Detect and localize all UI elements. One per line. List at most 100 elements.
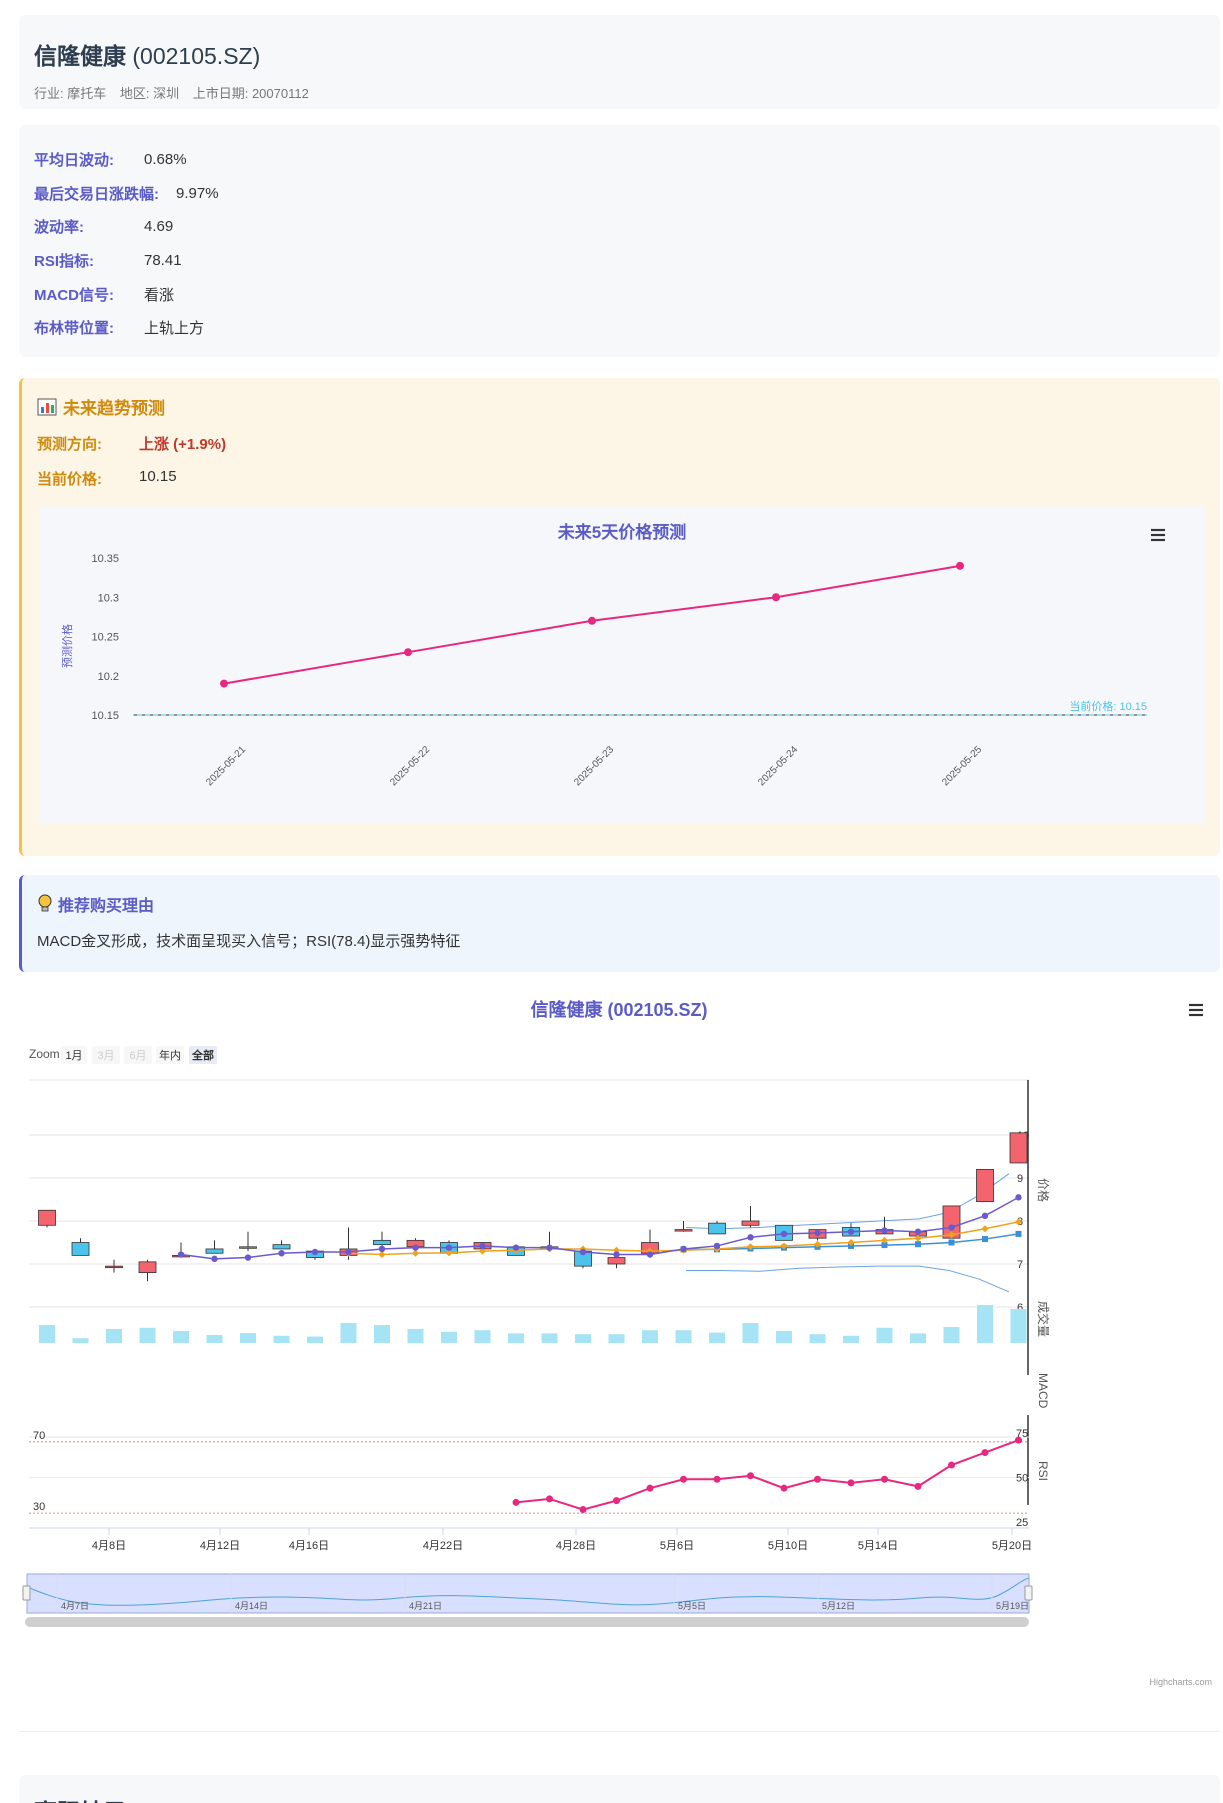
rsi-point[interactable] — [713, 1475, 721, 1483]
rsi-point[interactable] — [981, 1449, 989, 1457]
candlestick[interactable] — [239, 1231, 257, 1252]
candlestick[interactable] — [138, 1259, 157, 1282]
navigator-right-handle[interactable] — [1024, 1585, 1033, 1601]
ma10-line-point[interactable] — [445, 1249, 453, 1257]
volume-bar[interactable] — [843, 1335, 859, 1343]
main-chart-menu-button[interactable] — [1181, 997, 1209, 1023]
zoom-button[interactable]: 6月 — [124, 1046, 152, 1064]
volume-bar[interactable] — [340, 1323, 357, 1343]
volume-bar[interactable] — [876, 1327, 893, 1343]
volume-bar[interactable] — [642, 1330, 658, 1343]
ma5-line-point[interactable] — [479, 1242, 486, 1250]
volume-bar[interactable] — [608, 1334, 625, 1343]
ma5-line-point[interactable] — [345, 1248, 352, 1256]
volume-bar[interactable] — [709, 1332, 725, 1343]
ma20-line-point[interactable] — [1015, 1230, 1022, 1237]
volume-bar[interactable] — [173, 1331, 189, 1343]
ma5-line-point[interactable] — [546, 1244, 553, 1251]
zoom-button[interactable]: 1月 — [61, 1046, 87, 1064]
ma5-line-point[interactable] — [244, 1254, 252, 1261]
ma20-line-point[interactable] — [915, 1241, 921, 1248]
ma5-line-point[interactable] — [579, 1248, 587, 1256]
ma10-line-point[interactable] — [847, 1239, 855, 1246]
ma10-line-point[interactable] — [378, 1251, 386, 1259]
rsi-point[interactable] — [948, 1461, 955, 1469]
zoom-button[interactable]: 全部 — [189, 1046, 217, 1064]
candlestick[interactable] — [1009, 1132, 1028, 1164]
volume-bar[interactable] — [508, 1333, 524, 1343]
candlestick[interactable] — [71, 1238, 90, 1256]
candlestick[interactable] — [607, 1257, 626, 1269]
volume-bar[interactable] — [72, 1338, 89, 1343]
ma5-line-point[interactable] — [914, 1228, 922, 1235]
rsi-point[interactable] — [780, 1484, 788, 1492]
volume-bar[interactable] — [273, 1335, 290, 1343]
ma10-line-point[interactable] — [981, 1225, 989, 1233]
navigator-left-handle[interactable] — [22, 1585, 31, 1601]
volume-bar[interactable] — [575, 1334, 591, 1343]
ma10-line-point[interactable] — [914, 1234, 922, 1242]
rsi-point[interactable] — [579, 1506, 587, 1514]
forecast-point[interactable] — [404, 648, 412, 657]
candlestick[interactable] — [272, 1240, 291, 1250]
highcharts-credit[interactable]: Highcharts.com — [1149, 1677, 1212, 1687]
rsi-point[interactable] — [914, 1482, 922, 1490]
rsi-point[interactable] — [613, 1497, 620, 1505]
volume-bar[interactable] — [240, 1333, 256, 1343]
ma5-line-point[interactable] — [278, 1250, 285, 1257]
ma10-line-point[interactable] — [948, 1231, 955, 1239]
volume-bar[interactable] — [106, 1329, 122, 1343]
ma5-line-point[interactable] — [613, 1251, 620, 1258]
candlestick[interactable] — [976, 1168, 994, 1203]
chart-menu-button[interactable] — [1143, 522, 1171, 548]
ma10-line-point[interactable] — [780, 1242, 788, 1250]
candlestick[interactable] — [741, 1205, 760, 1228]
forecast-point[interactable] — [956, 561, 964, 570]
ma5-line-point[interactable] — [412, 1244, 419, 1251]
candlestick[interactable] — [708, 1221, 726, 1235]
rsi-point[interactable] — [747, 1472, 754, 1480]
rsi-point[interactable] — [1015, 1436, 1022, 1444]
ma10-line-point[interactable] — [1015, 1218, 1022, 1226]
ma5-line-point[interactable] — [311, 1248, 319, 1256]
ma20-line-point[interactable] — [881, 1242, 888, 1249]
volume-bar[interactable] — [809, 1334, 826, 1343]
zoom-button[interactable]: 3月 — [92, 1046, 120, 1064]
candlestick[interactable] — [205, 1240, 224, 1254]
ma20-line-point[interactable] — [948, 1239, 955, 1246]
candlestick[interactable] — [38, 1209, 56, 1228]
rsi-point[interactable] — [881, 1475, 888, 1483]
rsi-point[interactable] — [814, 1475, 821, 1483]
rsi-point[interactable] — [546, 1495, 553, 1503]
ma5-line-point[interactable] — [1015, 1194, 1022, 1201]
volume-bar[interactable] — [977, 1305, 993, 1343]
volume-bar[interactable] — [541, 1333, 558, 1343]
ma5-line-point[interactable] — [177, 1251, 185, 1258]
volume-bar[interactable] — [407, 1329, 424, 1343]
forecast-point[interactable] — [772, 593, 780, 602]
navigator-mask[interactable] — [26, 1573, 1030, 1614]
candlestick[interactable] — [373, 1231, 391, 1247]
rsi-point[interactable] — [646, 1484, 654, 1492]
candlestick[interactable] — [105, 1259, 123, 1273]
volume-bar[interactable] — [742, 1323, 759, 1343]
ma5-line-point[interactable] — [713, 1242, 721, 1250]
ma5-line-point[interactable] — [512, 1244, 520, 1251]
ma5-line-point[interactable] — [981, 1212, 989, 1220]
ma5-line-point[interactable] — [881, 1227, 888, 1234]
volume-bar[interactable] — [943, 1327, 960, 1343]
ma10-line-point[interactable] — [814, 1240, 821, 1248]
ma20-line-point[interactable] — [982, 1236, 988, 1243]
volume-bar[interactable] — [374, 1325, 390, 1343]
volume-bar[interactable] — [307, 1336, 323, 1343]
ma5-line-point[interactable] — [445, 1244, 453, 1251]
volume-bar[interactable] — [441, 1331, 457, 1343]
volume-bar[interactable] — [675, 1330, 692, 1343]
ma5-line-point[interactable] — [747, 1234, 754, 1241]
navigator-scrollbar[interactable] — [25, 1617, 1029, 1627]
volume-bar[interactable] — [206, 1335, 223, 1343]
volume-bar[interactable] — [39, 1325, 55, 1343]
ma5-line-point[interactable] — [211, 1255, 218, 1263]
forecast-point[interactable] — [220, 679, 228, 688]
ma5-line-point[interactable] — [847, 1228, 855, 1235]
